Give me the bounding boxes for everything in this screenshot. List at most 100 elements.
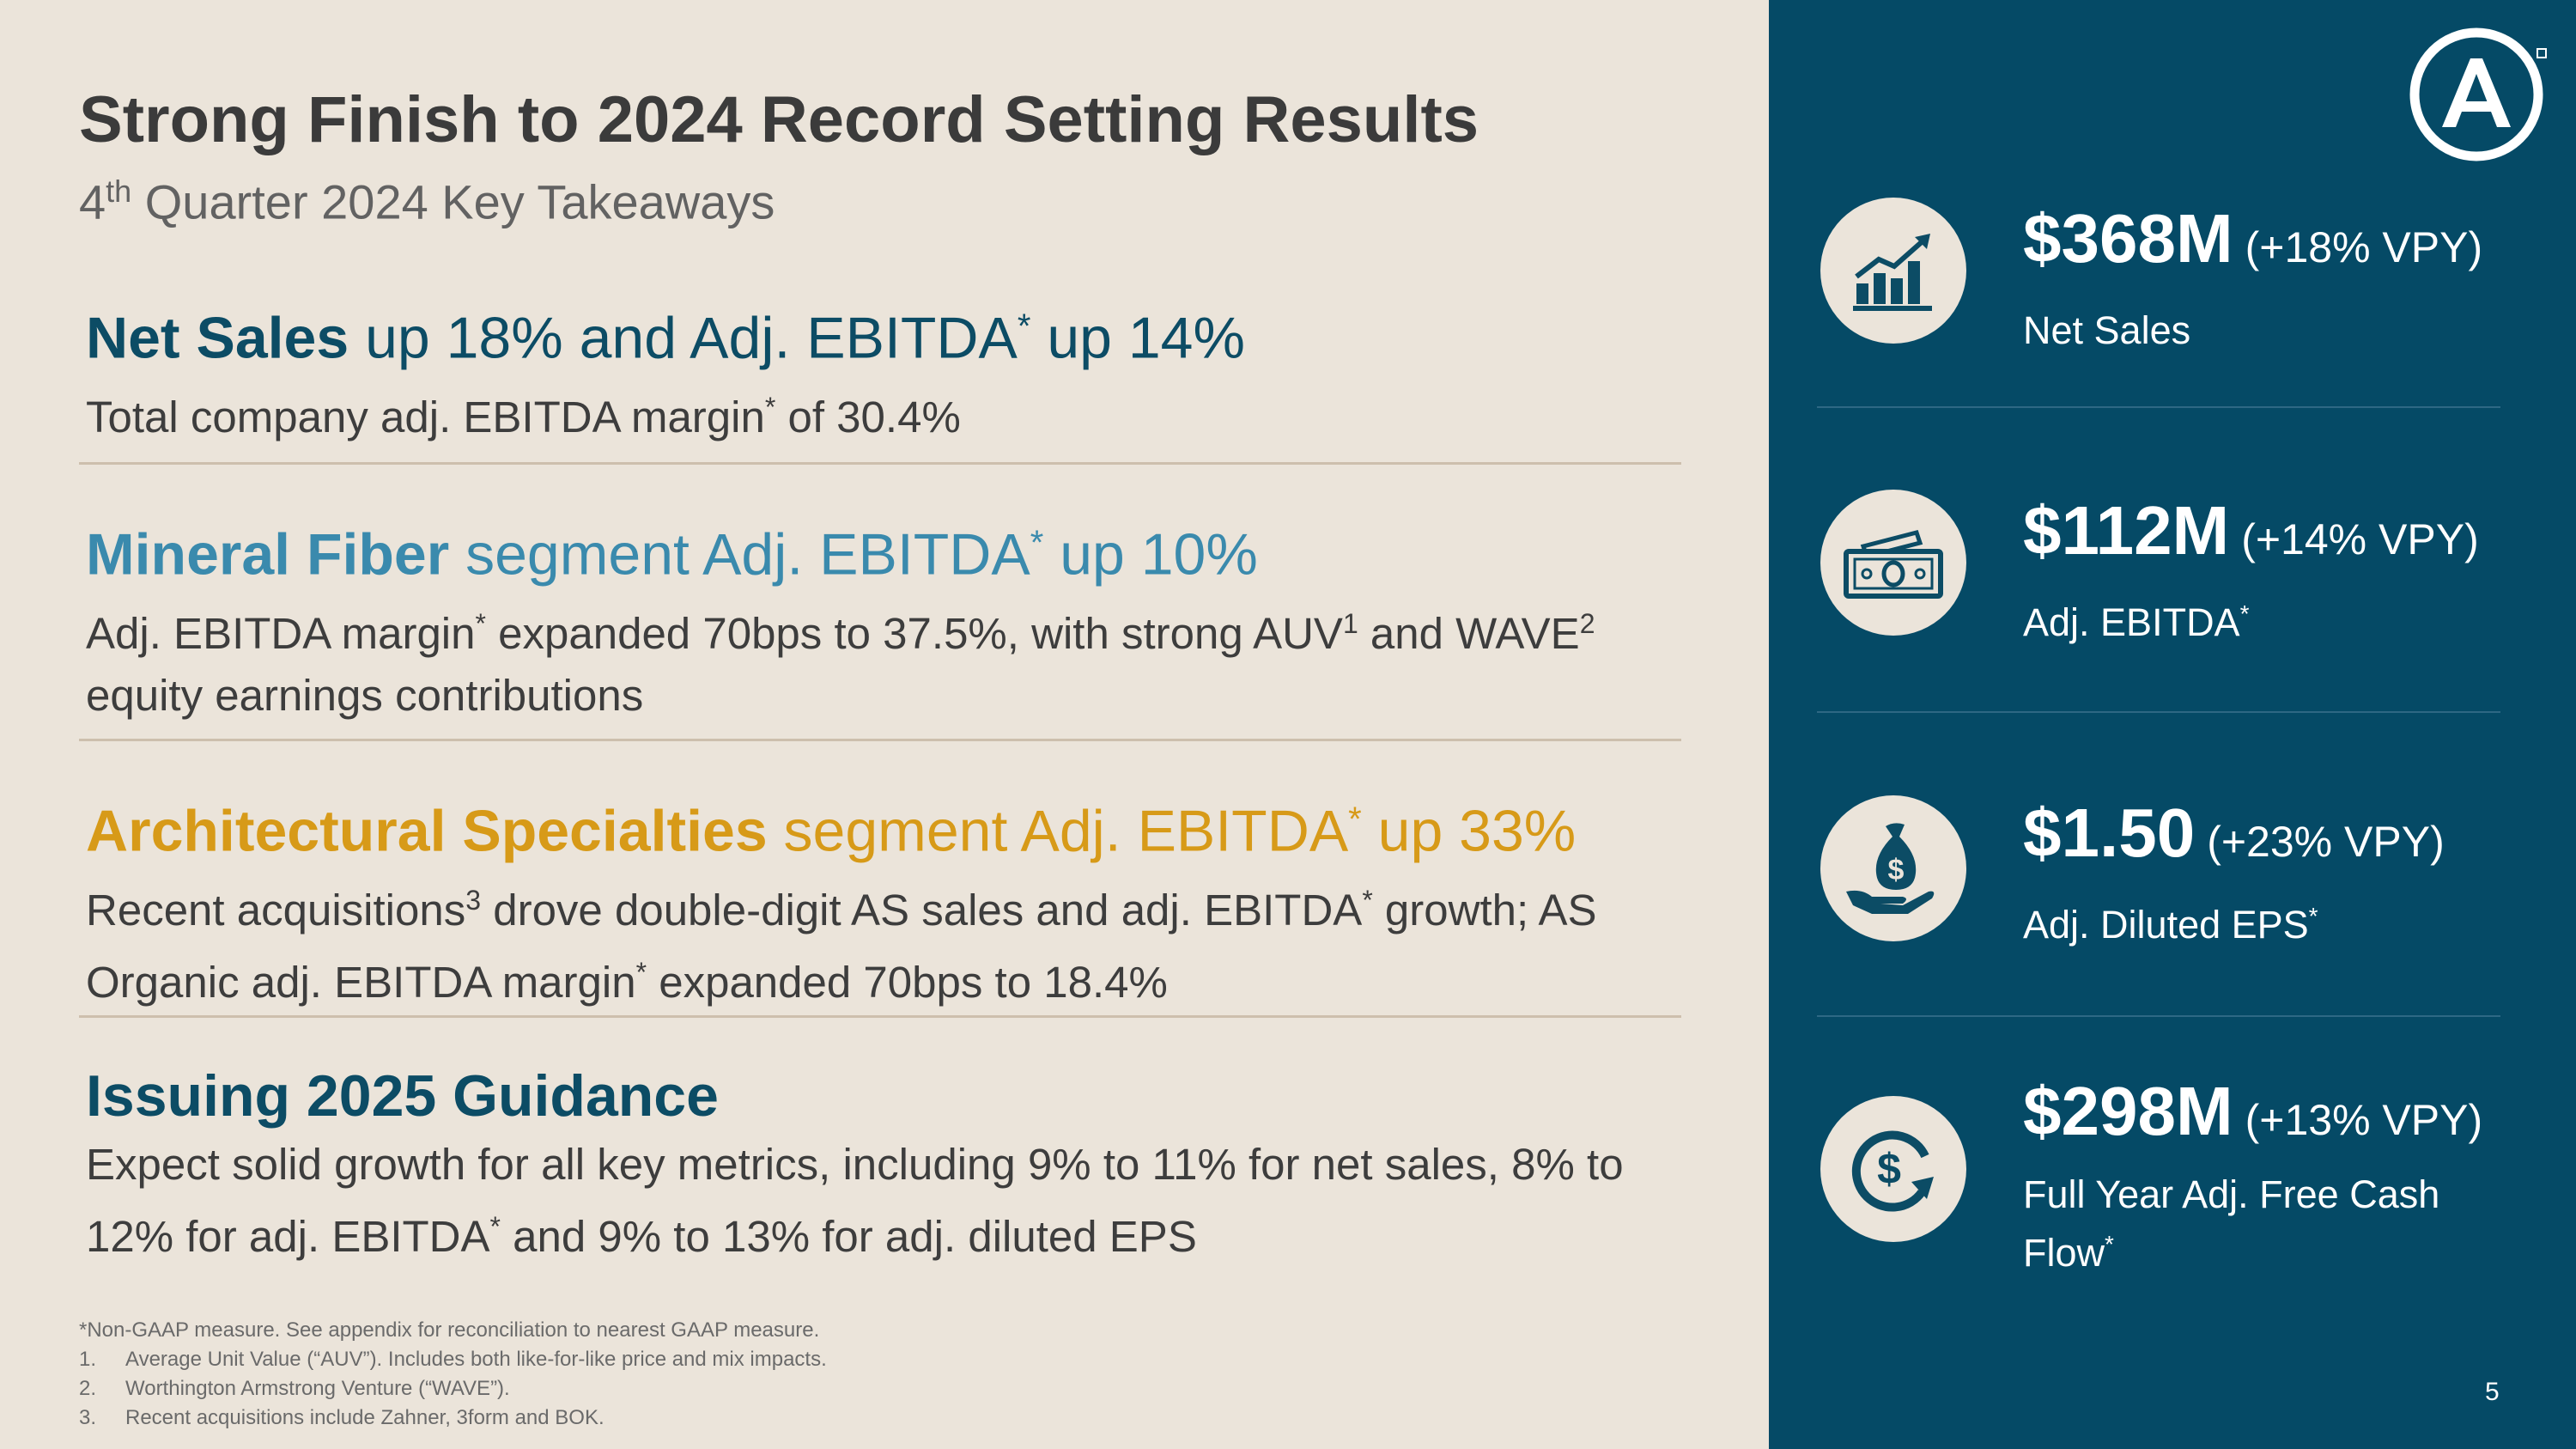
body-text: Adj. EBITDA margin	[86, 608, 476, 658]
body-asterisk: *	[1362, 884, 1373, 916]
footnote-item: 3. Recent acquisitions include Zahner, 3f…	[79, 1403, 827, 1433]
metric-label: Net Sales	[2023, 297, 2504, 356]
svg-text:$: $	[1888, 854, 1905, 886]
metric-amount: $368M	[2023, 200, 2233, 277]
body-asterisk: *	[475, 607, 486, 639]
body-asterisk: *	[489, 1211, 501, 1242]
footnote-non-gaap: *Non-GAAP measure. See appendix for reco…	[79, 1318, 820, 1342]
metric-change: (+14% VPY)	[2241, 515, 2479, 563]
footnote-ref: 2	[1579, 607, 1595, 639]
metric-label-text: Adj. Diluted EPS	[2023, 903, 2309, 947]
footnote-text: Worthington Armstrong Venture (“WAVE”).	[125, 1377, 510, 1400]
metric-label-text: Net Sales	[2023, 308, 2191, 352]
footnote-number: 2.	[79, 1377, 97, 1400]
footnotes: *Non-GAAP measure. See appendix for reco…	[79, 1316, 827, 1433]
cash-flow-cycle-icon: $	[1820, 1096, 1966, 1242]
takeaway-body: Total company adj. EBITDA margin* of 30.…	[86, 376, 1717, 448]
metric-value: $298M (+13% VPY)	[2023, 1072, 2482, 1151]
body-text: Expect solid growth for all key metrics,…	[86, 1140, 1624, 1261]
metric-divider	[1817, 406, 2500, 408]
content-area: Strong Finish to 2024 Record Setting Res…	[79, 83, 1717, 1433]
takeaway-heading: Architectural Specialties segment Adj. E…	[86, 783, 1717, 868]
metric-value: $368M (+18% VPY)	[2023, 199, 2482, 278]
body-text: and 9% to 13% for adj. diluted EPS	[500, 1212, 1197, 1261]
trademark-mark	[2537, 48, 2547, 58]
metric-amount: $112M	[2023, 492, 2230, 569]
heading-text: segment Adj. EBITDA	[449, 521, 1030, 588]
takeaway-heading: Net Sales up 18% and Adj. EBITDA* up 14%	[86, 290, 1717, 374]
body-text: and WAVE	[1358, 608, 1580, 658]
metric-label: Full Year Adj. Free Cash Flow*	[2023, 1170, 2504, 1278]
metric-label: Adj. Diluted EPS*	[2023, 892, 2504, 950]
page-subtitle: 4th Quarter 2024 Key Takeaways	[79, 174, 775, 230]
takeaway-guidance: Issuing 2025 Guidance Expect solid growt…	[86, 1060, 1717, 1268]
takeaway-heading: Issuing 2025 Guidance	[86, 1060, 1717, 1132]
cash-bills-icon	[1820, 490, 1966, 636]
metric-value: $1.50 (+23% VPY)	[2023, 794, 2445, 873]
takeaway-architectural-specialties: Architectural Specialties segment Adj. E…	[86, 783, 1717, 1014]
footnote-text: Recent acquisitions include Zahner, 3for…	[125, 1406, 605, 1429]
metric-amount: $1.50	[2023, 795, 2196, 871]
company-logo	[2409, 27, 2543, 161]
metric-asterisk: *	[2239, 600, 2250, 627]
metric-divider	[1817, 711, 2500, 713]
body-text: of 30.4%	[775, 392, 961, 441]
metric-adj-diluted-eps: $ $1.50 (+23% VPY) Adj. Diluted EPS*	[1817, 785, 2504, 974]
metric-change: (+18% VPY)	[2245, 223, 2483, 271]
body-asterisk: *	[635, 956, 647, 988]
footnote-ref: 1	[1342, 607, 1358, 639]
body-text: Recent acquisitions	[86, 885, 466, 935]
metric-amount: $298M	[2023, 1073, 2233, 1149]
subtitle-text: Quarter 2024 Key Takeaways	[131, 174, 775, 229]
page-number: 5	[2485, 1378, 2500, 1406]
subtitle-superscript: th	[106, 174, 132, 209]
footnote-number: 3.	[79, 1406, 97, 1429]
body-text: expanded 70bps to 37.5%, with strong AUV	[485, 608, 1343, 658]
body-text: Total company adj. EBITDA margin	[86, 392, 765, 441]
takeaway-mineral-fiber: Mineral Fiber segment Adj. EBITDA* up 10…	[86, 507, 1717, 727]
takeaway-net-sales: Net Sales up 18% and Adj. EBITDA* up 14%…	[86, 290, 1717, 448]
body-text: drove double-digit AS sales and adj. EBI…	[481, 885, 1363, 935]
divider	[79, 462, 1681, 465]
heading-text: up 18% and Adj. EBITDA	[349, 305, 1018, 371]
heading-emphasis: Net Sales	[86, 305, 349, 371]
heading-text: up 33%	[1361, 798, 1577, 864]
metric-change: (+13% VPY)	[2245, 1096, 2483, 1144]
growth-chart-icon	[1820, 198, 1966, 344]
heading-emphasis: Issuing 2025 Guidance	[86, 1063, 719, 1129]
heading-text: up 14%	[1030, 305, 1245, 371]
footnote-text: Average Unit Value (“AUV”). Includes bot…	[125, 1348, 827, 1371]
divider	[79, 1015, 1681, 1018]
metric-asterisk: *	[2308, 903, 2318, 929]
heading-text: up 10%	[1043, 521, 1258, 588]
body-asterisk: *	[764, 391, 776, 423]
takeaway-body: Adj. EBITDA margin* expanded 70bps to 37…	[86, 593, 1717, 727]
heading-text: segment Adj. EBITDA	[767, 798, 1349, 864]
metric-label-text: Full Year Adj. Free Cash Flow	[2023, 1172, 2440, 1275]
heading-asterisk: *	[1030, 524, 1044, 562]
metric-net-sales: $368M (+18% VPY) Net Sales	[1817, 191, 2504, 380]
footnote-number: 1.	[79, 1348, 97, 1371]
takeaway-body: Expect solid growth for all key metrics,…	[86, 1134, 1717, 1268]
heading-emphasis: Architectural Specialties	[86, 798, 768, 864]
body-text: expanded 70bps to 18.4%	[647, 957, 1168, 1007]
metric-label-text: Adj. EBITDA	[2023, 600, 2240, 644]
metric-asterisk: *	[2105, 1231, 2114, 1257]
body-text: growth; AS Organic adj. EBITDA margin	[86, 885, 1597, 1007]
metric-divider	[1817, 1015, 2500, 1017]
footnote-item: 2. Worthington Armstrong Venture (“WAVE”)…	[79, 1374, 827, 1403]
footnote-ref: 3	[465, 884, 482, 916]
takeaway-body: Recent acquisitions3 drove double-digit …	[86, 869, 1717, 1014]
heading-asterisk: *	[1348, 801, 1362, 838]
svg-text:$: $	[1877, 1145, 1901, 1193]
metric-value: $112M (+14% VPY)	[2023, 491, 2479, 570]
body-text: equity earnings contributions	[86, 670, 644, 720]
metric-adj-ebitda: $112M (+14% VPY) Adj. EBITDA*	[1817, 483, 2504, 672]
metric-change: (+23% VPY)	[2207, 818, 2445, 866]
takeaway-heading: Mineral Fiber segment Adj. EBITDA* up 10…	[86, 507, 1717, 591]
subtitle-number: 4	[79, 174, 106, 229]
money-bag-hand-icon: $	[1820, 795, 1966, 941]
metric-label: Adj. EBITDA*	[2023, 589, 2504, 648]
divider	[79, 739, 1681, 741]
heading-emphasis: Mineral Fiber	[86, 521, 450, 588]
